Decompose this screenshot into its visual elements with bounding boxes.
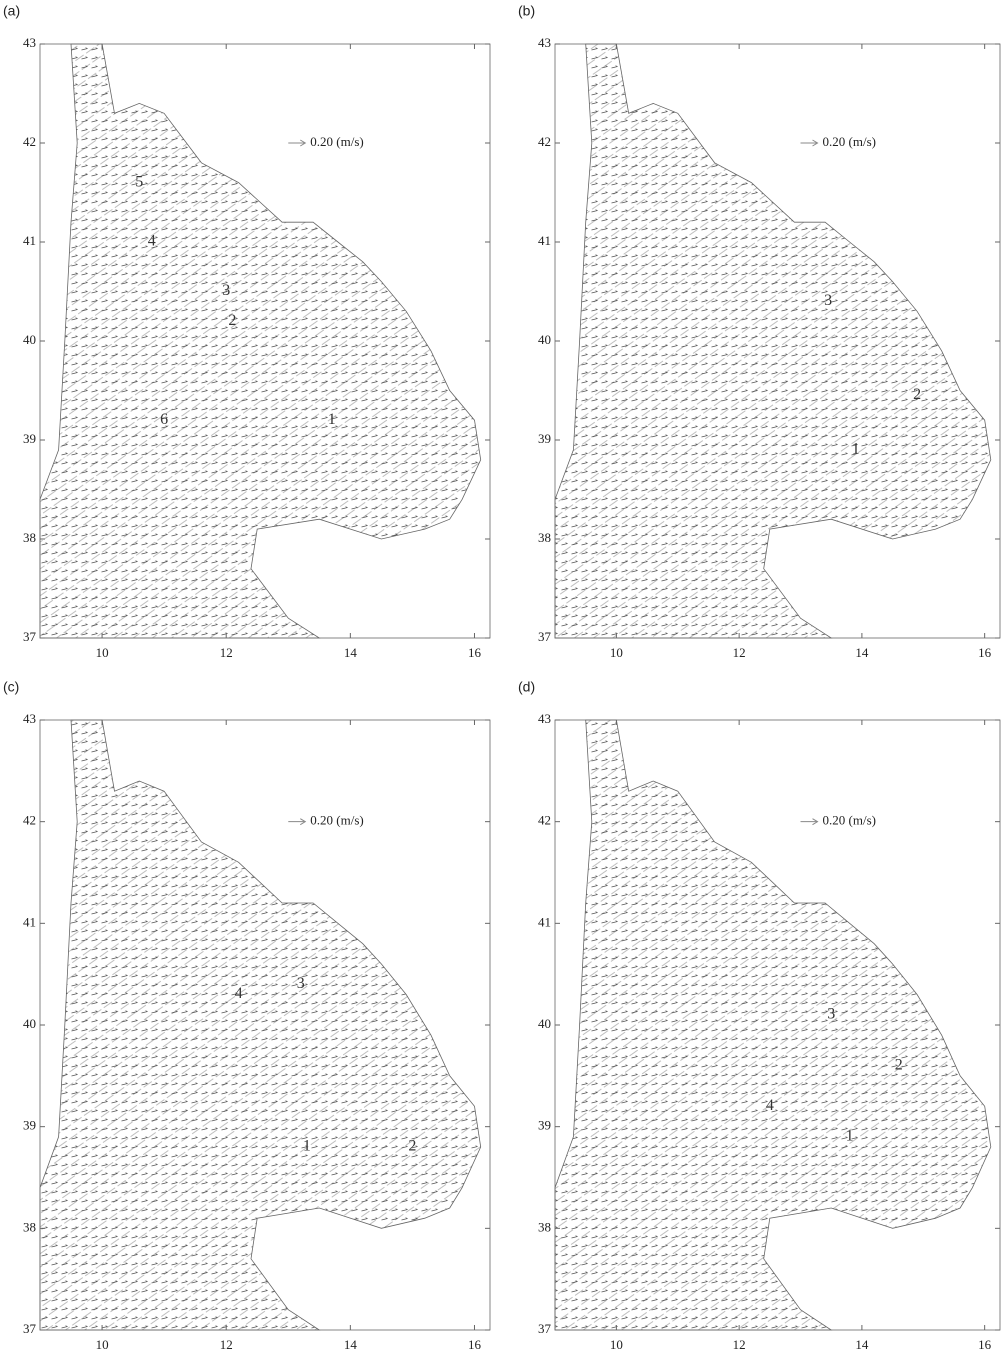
reference-label: 0.20 (m/s) bbox=[823, 813, 876, 828]
eddy-label: 2 bbox=[913, 386, 921, 403]
panel-label: (d) bbox=[518, 679, 535, 695]
x-tick-label: 12 bbox=[220, 645, 233, 660]
x-tick-label: 12 bbox=[220, 1337, 233, 1352]
y-tick-label: 39 bbox=[538, 431, 551, 446]
y-tick-label: 43 bbox=[538, 711, 551, 726]
panel-label: (a) bbox=[3, 3, 20, 19]
eddy-label: 4 bbox=[148, 233, 156, 250]
y-tick-label: 37 bbox=[23, 1321, 37, 1336]
x-tick-label: 14 bbox=[344, 1337, 358, 1352]
panel-label: (b) bbox=[518, 3, 535, 19]
y-tick-label: 43 bbox=[538, 35, 551, 50]
x-tick-label: 14 bbox=[855, 645, 869, 660]
y-tick-label: 42 bbox=[538, 134, 551, 149]
y-tick-label: 41 bbox=[538, 914, 551, 929]
y-tick-label: 37 bbox=[23, 629, 37, 644]
reference-label: 0.20 (m/s) bbox=[823, 134, 876, 149]
x-tick-label: 10 bbox=[96, 645, 109, 660]
y-tick-label: 42 bbox=[23, 813, 36, 828]
current-texture bbox=[40, 44, 481, 638]
y-tick-label: 41 bbox=[23, 233, 36, 248]
x-tick-label: 12 bbox=[733, 1337, 746, 1352]
x-tick-label: 14 bbox=[855, 1337, 869, 1352]
panel-label: (c) bbox=[3, 679, 19, 695]
reference-label: 0.20 (m/s) bbox=[310, 813, 363, 828]
y-tick-label: 38 bbox=[538, 530, 551, 545]
y-tick-label: 38 bbox=[538, 1219, 551, 1234]
y-tick-label: 39 bbox=[23, 1118, 36, 1133]
eddy-label: 2 bbox=[408, 1138, 416, 1155]
y-tick-label: 40 bbox=[23, 1016, 36, 1031]
eddy-label: 6 bbox=[160, 411, 168, 428]
current-texture bbox=[40, 720, 481, 1330]
eddy-label: 1 bbox=[852, 441, 860, 458]
y-tick-label: 39 bbox=[23, 431, 36, 446]
eddy-label: 2 bbox=[228, 312, 236, 329]
reference-arrow-head bbox=[300, 139, 307, 147]
y-tick-label: 42 bbox=[538, 813, 551, 828]
y-tick-label: 42 bbox=[23, 134, 36, 149]
y-tick-label: 37 bbox=[538, 1321, 552, 1336]
y-tick-label: 40 bbox=[23, 332, 36, 347]
eddy-label: 1 bbox=[328, 411, 336, 428]
eddy-label: 3 bbox=[827, 1006, 835, 1023]
y-tick-label: 41 bbox=[23, 914, 36, 929]
x-tick-label: 16 bbox=[468, 1337, 482, 1352]
y-tick-label: 40 bbox=[538, 332, 551, 347]
y-tick-label: 43 bbox=[23, 35, 36, 50]
x-tick-label: 10 bbox=[610, 1337, 623, 1352]
eddy-label: 1 bbox=[846, 1128, 854, 1145]
panel: (b) 37 38 39 40 41 42 43 10 12 14 16 0.20 (m/s) 3 2 1 bbox=[518, 3, 1001, 660]
eddy-label: 3 bbox=[222, 282, 230, 299]
x-tick-label: 16 bbox=[978, 645, 992, 660]
eddy-label: 3 bbox=[297, 975, 305, 992]
eddy-label: 2 bbox=[895, 1056, 903, 1073]
current-texture bbox=[555, 44, 991, 638]
reference-arrow-head bbox=[812, 818, 819, 826]
x-tick-label: 16 bbox=[468, 645, 482, 660]
eddy-label: 4 bbox=[235, 985, 243, 1002]
reference-arrow-head bbox=[300, 818, 307, 826]
y-tick-label: 43 bbox=[23, 711, 36, 726]
reference-label: 0.20 (m/s) bbox=[310, 134, 363, 149]
eddy-label: 3 bbox=[824, 292, 832, 309]
eddy-label: 4 bbox=[766, 1097, 774, 1114]
y-tick-label: 37 bbox=[538, 629, 552, 644]
reference-arrow-head bbox=[812, 139, 819, 147]
x-tick-label: 14 bbox=[344, 645, 358, 660]
x-tick-label: 12 bbox=[733, 645, 746, 660]
x-tick-label: 16 bbox=[978, 1337, 992, 1352]
y-tick-label: 41 bbox=[538, 233, 551, 248]
y-tick-label: 38 bbox=[23, 1219, 36, 1234]
current-texture bbox=[555, 720, 991, 1330]
y-tick-label: 39 bbox=[538, 1118, 551, 1133]
eddy-label: 5 bbox=[135, 173, 143, 190]
x-tick-label: 10 bbox=[96, 1337, 109, 1352]
y-tick-label: 40 bbox=[538, 1016, 551, 1031]
y-tick-label: 38 bbox=[23, 530, 36, 545]
eddy-label: 1 bbox=[303, 1138, 311, 1155]
x-tick-label: 10 bbox=[610, 645, 623, 660]
